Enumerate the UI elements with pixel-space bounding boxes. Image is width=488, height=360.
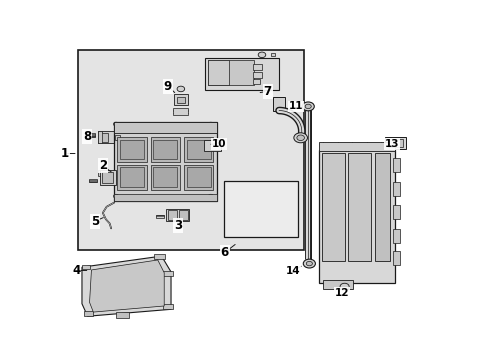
Bar bbox=[102, 172, 113, 183]
Bar bbox=[392, 229, 399, 243]
Bar bbox=[100, 133, 107, 141]
Bar bbox=[153, 140, 177, 159]
Circle shape bbox=[113, 122, 119, 126]
Bar bbox=[156, 215, 164, 218]
Circle shape bbox=[258, 52, 265, 58]
Bar bbox=[168, 210, 176, 220]
Bar bbox=[392, 182, 399, 195]
Bar bbox=[252, 79, 260, 84]
Text: 9: 9 bbox=[163, 80, 172, 93]
Circle shape bbox=[302, 102, 314, 111]
Bar bbox=[114, 194, 216, 201]
Bar bbox=[208, 60, 253, 85]
Circle shape bbox=[208, 122, 213, 126]
Circle shape bbox=[296, 135, 304, 140]
Bar bbox=[89, 179, 97, 183]
Polygon shape bbox=[89, 260, 164, 312]
Bar bbox=[208, 60, 228, 85]
Bar bbox=[84, 311, 93, 316]
Bar bbox=[318, 150, 394, 283]
Text: 13: 13 bbox=[384, 139, 398, 149]
Bar bbox=[252, 64, 262, 69]
Bar bbox=[318, 143, 394, 151]
Bar bbox=[150, 137, 180, 162]
Circle shape bbox=[208, 194, 213, 198]
Circle shape bbox=[293, 133, 307, 143]
Polygon shape bbox=[82, 256, 171, 316]
Circle shape bbox=[113, 194, 119, 198]
Bar bbox=[273, 97, 284, 111]
Bar bbox=[321, 153, 344, 261]
Text: 7: 7 bbox=[263, 85, 271, 98]
Bar bbox=[392, 158, 399, 172]
Text: 14: 14 bbox=[285, 266, 300, 275]
Bar bbox=[98, 131, 102, 143]
Bar bbox=[153, 167, 177, 187]
Bar bbox=[114, 122, 216, 201]
Text: 5: 5 bbox=[91, 215, 99, 228]
Circle shape bbox=[339, 283, 348, 290]
Bar bbox=[387, 139, 403, 147]
Bar bbox=[183, 137, 213, 162]
Bar bbox=[87, 133, 95, 137]
Bar bbox=[204, 140, 221, 151]
Circle shape bbox=[303, 259, 315, 268]
Text: 8: 8 bbox=[82, 130, 91, 143]
Bar bbox=[163, 304, 173, 309]
Bar bbox=[385, 138, 405, 149]
Bar bbox=[78, 50, 303, 250]
Bar bbox=[120, 140, 144, 159]
Text: 6: 6 bbox=[220, 246, 228, 259]
Text: 12: 12 bbox=[334, 288, 349, 298]
Bar bbox=[100, 170, 116, 185]
Circle shape bbox=[177, 86, 184, 92]
Bar bbox=[224, 181, 297, 237]
Bar bbox=[392, 251, 399, 265]
Bar bbox=[392, 205, 399, 219]
Text: 2: 2 bbox=[99, 159, 107, 172]
Bar bbox=[98, 170, 102, 176]
Bar bbox=[117, 165, 146, 190]
Bar bbox=[173, 108, 188, 115]
Bar bbox=[271, 53, 275, 56]
Bar bbox=[116, 311, 129, 319]
Bar bbox=[114, 122, 216, 133]
Bar bbox=[205, 58, 279, 90]
Text: 1: 1 bbox=[61, 147, 69, 160]
Bar bbox=[183, 165, 213, 190]
Bar bbox=[154, 254, 165, 259]
Text: 10: 10 bbox=[211, 139, 225, 149]
Bar bbox=[347, 153, 370, 261]
Bar bbox=[98, 131, 119, 143]
Bar bbox=[186, 167, 210, 187]
Bar bbox=[177, 97, 185, 103]
Circle shape bbox=[305, 261, 312, 266]
Text: 11: 11 bbox=[288, 102, 303, 111]
Bar bbox=[233, 215, 243, 219]
Bar bbox=[82, 265, 89, 269]
Circle shape bbox=[305, 104, 310, 109]
Bar bbox=[264, 209, 273, 213]
Bar bbox=[166, 209, 189, 221]
Text: 4: 4 bbox=[72, 264, 80, 277]
Bar bbox=[150, 165, 180, 190]
Bar bbox=[374, 153, 389, 261]
Bar bbox=[120, 167, 144, 187]
Bar bbox=[179, 210, 187, 220]
Bar bbox=[186, 140, 210, 159]
Bar bbox=[252, 72, 262, 78]
Bar bbox=[115, 135, 120, 140]
Bar bbox=[322, 280, 352, 288]
Bar bbox=[163, 270, 173, 276]
Bar bbox=[174, 94, 188, 105]
Text: 3: 3 bbox=[173, 219, 182, 232]
Bar bbox=[117, 137, 146, 162]
